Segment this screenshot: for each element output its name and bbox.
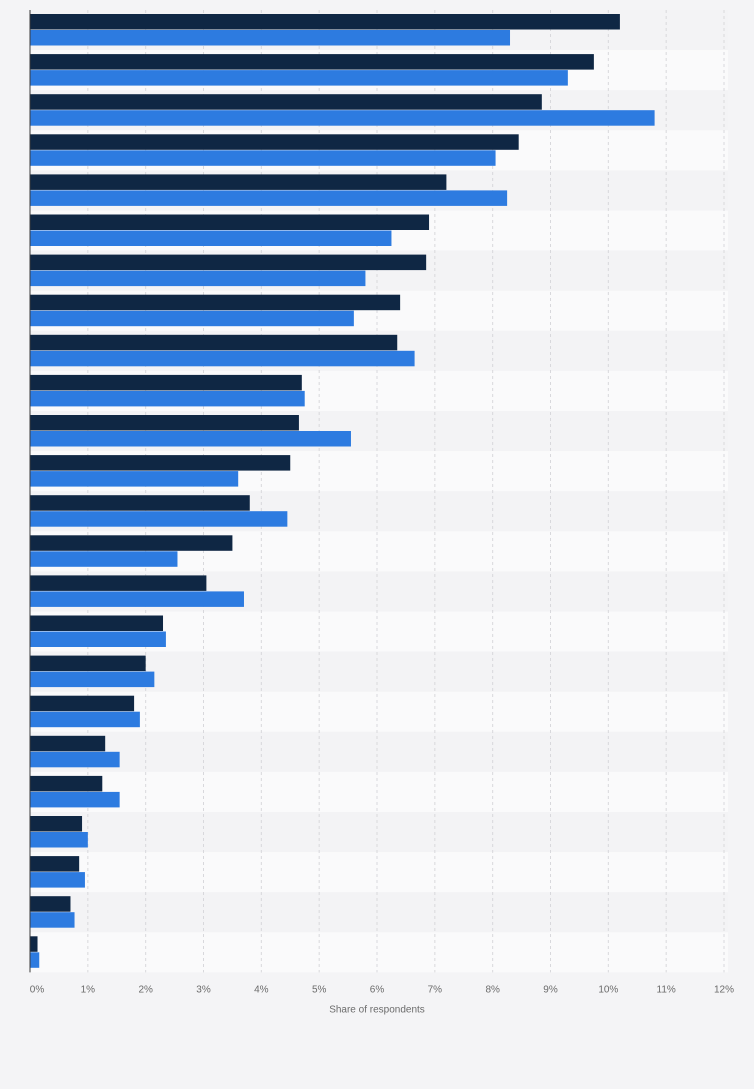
- x-axis-label: Share of respondents: [329, 1004, 425, 1015]
- x-tick-label: 10%: [598, 984, 618, 995]
- x-tick-label: 11%: [657, 984, 676, 995]
- bar-series-1[interactable]: [30, 816, 83, 832]
- bar-series-2[interactable]: [30, 671, 155, 688]
- bar-series-2[interactable]: [30, 711, 140, 728]
- bar-series-2[interactable]: [30, 751, 120, 768]
- row-band: [30, 892, 728, 933]
- row-band: [30, 852, 728, 893]
- bar-series-1[interactable]: [30, 254, 427, 271]
- bar-series-1[interactable]: [30, 294, 401, 311]
- bar-series-1[interactable]: [30, 415, 299, 431]
- x-tick-label: 12%: [714, 984, 734, 995]
- bar-series-1[interactable]: [30, 455, 291, 471]
- bar-series-2[interactable]: [30, 591, 244, 607]
- bar-series-1[interactable]: [30, 695, 135, 712]
- x-tick-label: 4%: [254, 984, 269, 995]
- x-tick-label: 7%: [428, 984, 443, 995]
- x-tick-label: 8%: [485, 984, 500, 995]
- bar-series-1[interactable]: [30, 14, 620, 30]
- x-tick-label: 3%: [196, 984, 211, 995]
- bar-series-1[interactable]: [30, 334, 398, 351]
- bar-series-2[interactable]: [30, 310, 354, 327]
- bar-series-1[interactable]: [30, 54, 594, 70]
- x-tick-label: 2%: [138, 984, 153, 995]
- x-tick-label: 6%: [370, 984, 385, 995]
- bar-series-1[interactable]: [30, 775, 103, 792]
- bar-series-1[interactable]: [30, 174, 447, 190]
- x-tick-label: 5%: [312, 984, 327, 995]
- bar-series-1[interactable]: [30, 615, 164, 632]
- gridlines: [87, 10, 725, 973]
- bar-series-2[interactable]: [30, 912, 75, 928]
- bar-series-2[interactable]: [30, 70, 568, 86]
- bar-series-1[interactable]: [30, 856, 80, 872]
- bar-series-2[interactable]: [30, 471, 239, 487]
- bar-series-2[interactable]: [30, 791, 120, 808]
- bar-series-1[interactable]: [30, 374, 302, 391]
- bar-series-1[interactable]: [30, 535, 233, 551]
- bar-series-1[interactable]: [30, 896, 71, 912]
- row-band: [30, 932, 728, 973]
- bar-series-1[interactable]: [30, 655, 146, 672]
- x-axis-ticks: 0% 1% 2% 3% 4% 5% 6% 7% 8% 9% 10% 11% 12%: [30, 984, 734, 995]
- x-tick-label: 0%: [30, 984, 45, 995]
- bar-series-1[interactable]: [30, 575, 207, 591]
- row-band: [30, 691, 728, 732]
- bar-series-2[interactable]: [30, 872, 85, 888]
- x-tick-label: 1%: [81, 984, 96, 995]
- bar-series-2[interactable]: [30, 30, 511, 46]
- bar-series-2[interactable]: [30, 431, 351, 447]
- bar-series-2[interactable]: [30, 110, 655, 126]
- bars: [30, 14, 655, 968]
- bar-series-1[interactable]: [30, 214, 430, 231]
- bar-series-2[interactable]: [30, 270, 366, 287]
- bar-series-1[interactable]: [30, 735, 106, 752]
- row-band: [30, 812, 728, 853]
- row-band: [30, 771, 728, 812]
- bar-series-1[interactable]: [30, 94, 542, 110]
- bar-series-2[interactable]: [30, 390, 305, 407]
- bar-series-1[interactable]: [30, 495, 250, 511]
- bar-series-2[interactable]: [30, 150, 496, 166]
- row-band: [30, 731, 728, 772]
- bar-series-2[interactable]: [30, 952, 40, 968]
- bar-series-2[interactable]: [30, 190, 508, 206]
- bar-series-1[interactable]: [30, 936, 38, 952]
- bar-series-2[interactable]: [30, 832, 88, 848]
- bar-series-2[interactable]: [30, 631, 166, 648]
- bar-series-1[interactable]: [30, 134, 519, 150]
- bar-series-2[interactable]: [30, 511, 288, 527]
- bar-series-2[interactable]: [30, 350, 415, 367]
- bar-series-2[interactable]: [30, 230, 392, 247]
- x-tick-label: 9%: [543, 984, 558, 995]
- bar-series-2[interactable]: [30, 551, 178, 567]
